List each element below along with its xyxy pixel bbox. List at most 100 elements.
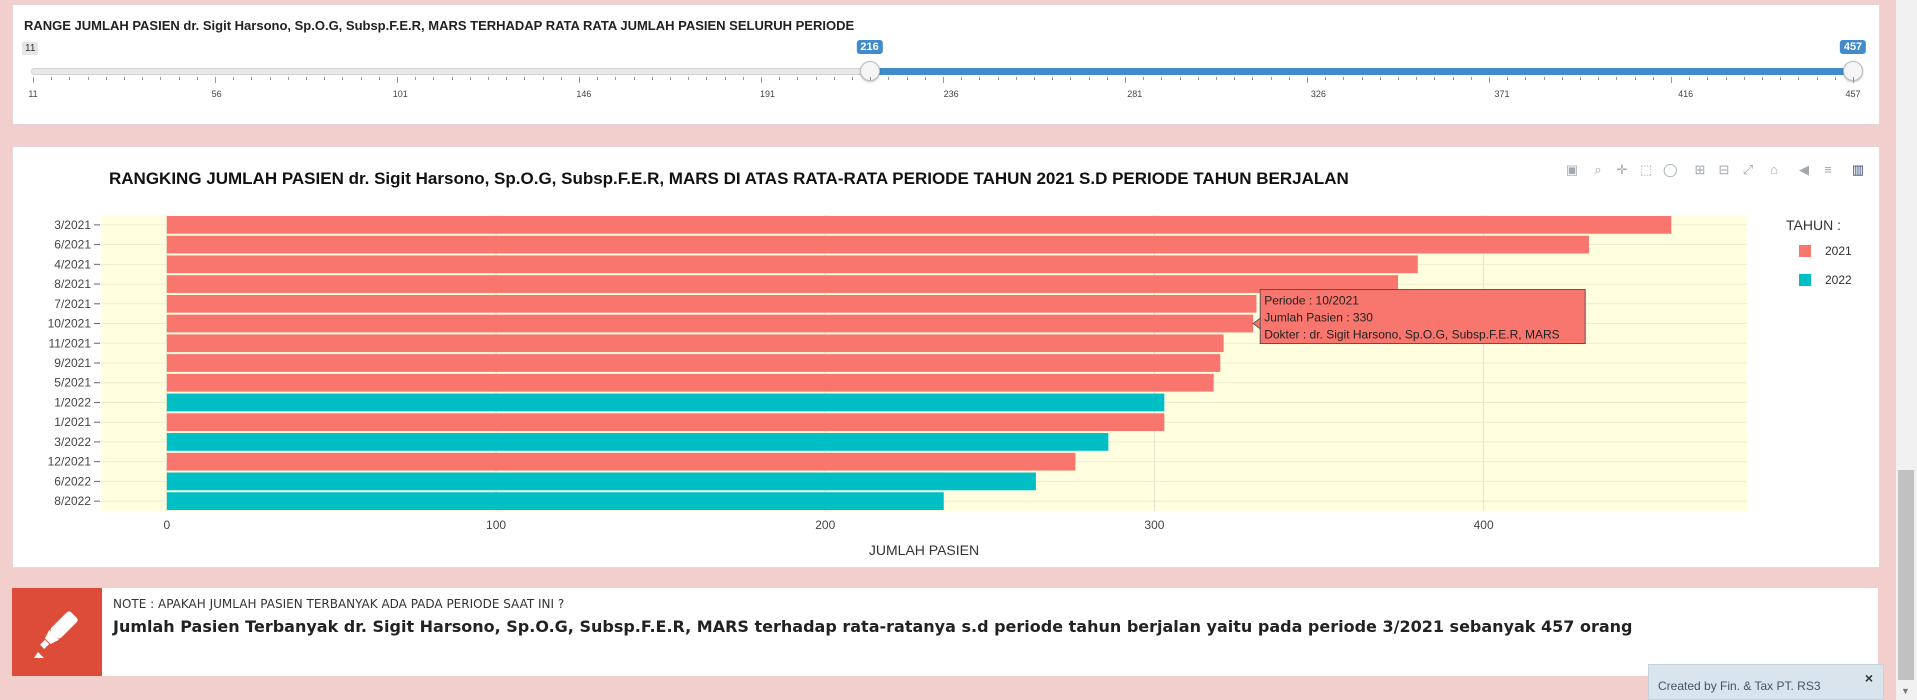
bar[interactable] (166, 314, 1254, 333)
bar[interactable] (166, 433, 1109, 451)
y-tick-label: 1/2022 (54, 395, 91, 409)
slider-tick-mark (1780, 77, 1782, 80)
highlighter-icon (34, 611, 78, 658)
pan-icon[interactable]: ✛ (1616, 162, 1628, 177)
plotly-logo-icon[interactable]: ▥ (1851, 162, 1865, 177)
bar[interactable] (166, 413, 1165, 432)
legend-label[interactable]: 2021 (1825, 244, 1852, 258)
lasso-select-icon[interactable]: ◯ (1663, 162, 1678, 177)
slider-tick-mark (1125, 77, 1126, 83)
slider-tick-mark (579, 77, 580, 83)
close-icon[interactable]: × (1864, 670, 1873, 686)
slider-tick-mark (1343, 77, 1345, 80)
chart-title: RANGKING JUMLAH PASIEN dr. Sigit Harsono… (109, 169, 1349, 188)
slider-tick-mark (1434, 77, 1436, 80)
note-label: NOTE : APAKAH JUMLAH PASIEN TERBANYAK AD… (113, 597, 565, 611)
slider-tick-mark (397, 77, 398, 83)
hover-compare-icon[interactable]: ≡ (1824, 162, 1832, 177)
zoom-icon[interactable]: ⌕ (1594, 162, 1602, 177)
bar[interactable] (166, 492, 944, 511)
slider-tick-label: 56 (211, 89, 222, 99)
slider-tick-mark (633, 77, 635, 80)
y-tick-label: 6/2021 (54, 238, 91, 252)
bar[interactable] (166, 373, 1214, 392)
slider-tick-mark (269, 77, 271, 80)
bar[interactable] (166, 275, 1399, 293)
bar[interactable] (166, 235, 1589, 254)
slider-from-badge: 216 (856, 40, 883, 54)
ranking-chart: 3/2021 6/2021 4/2021 8/2021 7/2021 10/2021 11/… (48, 169, 1852, 558)
camera-icon[interactable]: ▣ (1565, 162, 1579, 177)
slider-tick-mark (306, 77, 307, 80)
slider-tick-mark (979, 77, 981, 80)
bar[interactable] (166, 354, 1221, 372)
slider-tick-mark (1561, 77, 1563, 80)
slider-tick-mark (1452, 77, 1454, 80)
slider-tick-mark (1288, 77, 1290, 80)
bar[interactable] (166, 472, 1036, 491)
legend-swatch[interactable] (1799, 274, 1811, 286)
slider-tick-mark (906, 77, 908, 80)
slider-tick-mark (1671, 77, 1672, 83)
slider-tick-mark (724, 77, 726, 80)
y-tick-label: 4/2021 (54, 257, 91, 271)
bar[interactable] (166, 294, 1257, 313)
bar[interactable] (166, 452, 1076, 471)
slider-tick-mark (742, 77, 744, 80)
slider-selected-range[interactable] (869, 68, 1853, 75)
scrollbar-thumb[interactable] (1898, 470, 1914, 680)
scroll-down-arrow-icon[interactable]: ▼ (1901, 686, 1910, 696)
page-scrollbar[interactable]: ▼ (1896, 0, 1917, 700)
y-tick-label: 8/2021 (54, 277, 91, 291)
box-select-icon[interactable]: ⬚ (1639, 162, 1653, 177)
zoom-out-icon[interactable]: ⊟ (1718, 162, 1730, 177)
slider-tick-mark (1470, 77, 1472, 80)
slider-tick-mark (1398, 77, 1399, 80)
slider-tick-mark (196, 77, 198, 80)
slider-tick-mark (1416, 77, 1418, 80)
slider-tick-mark (124, 77, 125, 80)
x-tick-label: 100 (486, 518, 506, 532)
bar[interactable] (166, 255, 1418, 274)
hover-closest-icon[interactable]: ◀ (1799, 162, 1809, 177)
slider-tick-mark (1070, 77, 1072, 80)
x-tick-label: 200 (815, 518, 835, 532)
slider-tick-mark (779, 77, 781, 80)
slider-tick-mark (1762, 77, 1763, 80)
slider-tick-mark (651, 77, 653, 80)
legend-swatch[interactable] (1799, 245, 1811, 257)
bar[interactable] (166, 393, 1165, 412)
slider-tick-label: 457 (1845, 89, 1861, 99)
legend-label[interactable]: 2022 (1825, 273, 1852, 287)
slider-tick-mark (1634, 77, 1636, 80)
slider-tick-label: 191 (760, 89, 776, 99)
slider-tick-mark (178, 77, 180, 80)
y-tick-label: 10/2021 (48, 317, 92, 331)
slider-tick-mark (1143, 77, 1145, 80)
slider-tick-mark (1834, 77, 1836, 80)
slider-tick-mark (1034, 77, 1035, 80)
slider-tick-mark (1197, 77, 1199, 80)
slider-ticks: 11 56 101 146 191 236 281 326 371 416 457 (13, 75, 1879, 105)
zoom-in-icon[interactable]: ⊞ (1694, 162, 1706, 177)
slider-from-handle[interactable] (859, 61, 880, 81)
slider-tick-mark (324, 77, 326, 80)
reset-axes-icon[interactable]: ⌂ (1770, 162, 1778, 177)
slider-tick-mark (924, 77, 926, 80)
bar[interactable] (166, 215, 1672, 234)
slider-tick-mark (506, 77, 508, 80)
x-tick-label: 300 (1144, 518, 1164, 532)
autoscale-icon[interactable]: ⤢ (1742, 162, 1754, 177)
slider-tick-mark (1106, 77, 1108, 80)
note-panel: NOTE : APAKAH JUMLAH PASIEN TERBANYAK AD… (12, 588, 1878, 676)
x-axis-label: JUMLAH PASIEN (869, 542, 979, 558)
tooltip-line: Periode : 10/2021 (1264, 294, 1359, 308)
hover-tooltip (1259, 289, 1586, 345)
legend-title: TAHUN : (1786, 217, 1841, 233)
slider-tick-mark (1052, 77, 1054, 80)
slider-tick-label: 101 (392, 89, 408, 99)
slider-tick-mark (469, 77, 471, 80)
slider-tick-label: 326 (1310, 89, 1326, 99)
bar[interactable] (166, 334, 1224, 353)
tooltip-line: Jumlah Pasien : 330 (1264, 311, 1373, 325)
